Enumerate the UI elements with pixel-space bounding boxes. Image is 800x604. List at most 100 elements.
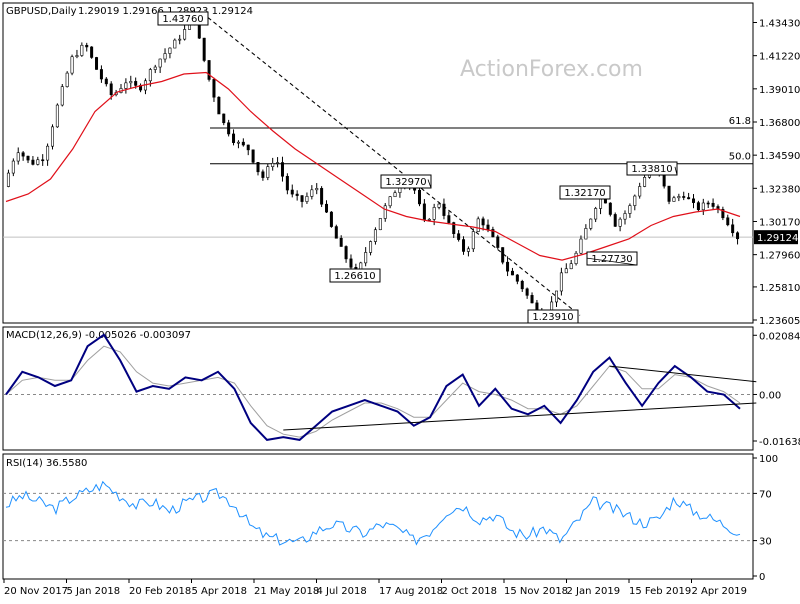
candle-body [491,229,495,238]
candle-body [721,209,725,219]
candle-body [608,202,612,215]
candle-body [6,172,10,187]
swing-label-box [380,174,432,189]
candle-body [496,236,500,248]
x-tick-label: 15 Nov 2018 [504,586,568,597]
x-tick-label: 2 Jan 2019 [567,586,621,597]
candle-body [364,252,368,264]
candle-body [687,197,691,200]
candle-body [447,215,451,223]
candle-body [290,189,294,195]
candle-body [677,196,681,199]
candle-body [31,159,35,165]
candle-body [701,202,705,211]
candle-body [452,222,456,235]
candle-body [85,44,89,48]
candle-body [212,79,216,98]
candle-body [530,295,534,304]
x-tick-label: 17 Aug 2018 [379,586,443,597]
candle-body [442,203,446,216]
candle-body [295,193,299,196]
price-tick-label: 1.25810 [759,283,800,294]
candle-body [471,231,475,250]
fib-level-label: 50.0 [729,152,751,163]
macd-tick-label: -0.016389 [759,437,800,448]
x-tick-label: 5 Apr 2018 [192,586,247,597]
price-tick-label: 1.23605 [759,316,800,327]
candle-body [736,232,740,240]
candle-body [515,274,519,282]
candle-body [75,55,79,58]
candle-body [124,82,128,89]
candle-body [388,196,392,207]
macd-panel-frame [2,326,754,451]
candle-body [554,290,558,303]
moving-average-line [5,71,741,261]
candle-body [305,196,309,202]
price-tick-label: 1.41220 [759,52,800,63]
candle-body [109,83,113,96]
rsi-tick-label: 0 [759,572,765,583]
candle-body [638,186,642,197]
swing-label-text: 1.32970 [385,177,426,188]
x-tick-label: 4 Jul 2018 [317,586,367,597]
candle-body [325,203,329,213]
candle-body [349,258,353,268]
candle-body [104,78,108,85]
candle-body [584,228,588,240]
candle-body [506,261,510,272]
swing-label-text: 1.43760 [162,14,203,25]
candle-body [613,214,617,227]
current-price-label: 1.29124 [757,233,798,244]
candle-body [339,237,343,247]
rsi-line [5,480,741,546]
candle-body [628,205,632,214]
candle-body [427,219,431,221]
candle-body [501,247,505,263]
candle-body [682,196,686,198]
candle-body [643,177,647,187]
candle-body [148,69,152,82]
candle-body [261,171,265,178]
candle-body [618,218,622,227]
candle-body [623,213,627,220]
candle-body [227,122,231,135]
candle-body [344,246,348,260]
candle-body [525,288,529,296]
candle-body [692,198,696,203]
candle-body [16,152,20,162]
candle-body [36,159,40,165]
candle-body [11,160,15,174]
candle-body [564,268,568,274]
candle-body [437,203,441,208]
macd-title: MACD(12,26,9) -0.005026 -0.003097 [6,330,191,341]
candle-body [417,189,421,205]
candle-body [731,224,735,234]
macd-tick-label: 0.020848 [759,331,800,342]
candle-body [241,141,245,146]
rsi-tick-label: 100 [759,454,778,465]
swing-label-text: 1.33810 [631,164,672,175]
rsi-tick-label: 70 [759,489,772,500]
swing-label-box [626,161,678,176]
candle-body [633,195,637,206]
candle-body [26,155,30,161]
candle-body [236,141,240,144]
swing-label-text: 1.27730 [591,254,632,265]
macd-main-line [5,333,741,441]
price-tick-label: 1.43430 [759,19,800,30]
candle-body [222,113,226,124]
candle-body [711,202,715,207]
candle-body [183,29,187,40]
candle-body [667,185,671,202]
candle-body [696,202,700,211]
candle-body [207,60,211,80]
macd-trendline [283,402,757,431]
candle-body [457,233,461,240]
candle-body [462,239,466,252]
candle-body [163,53,167,60]
candle-body [422,203,426,220]
candle-body [320,188,324,205]
